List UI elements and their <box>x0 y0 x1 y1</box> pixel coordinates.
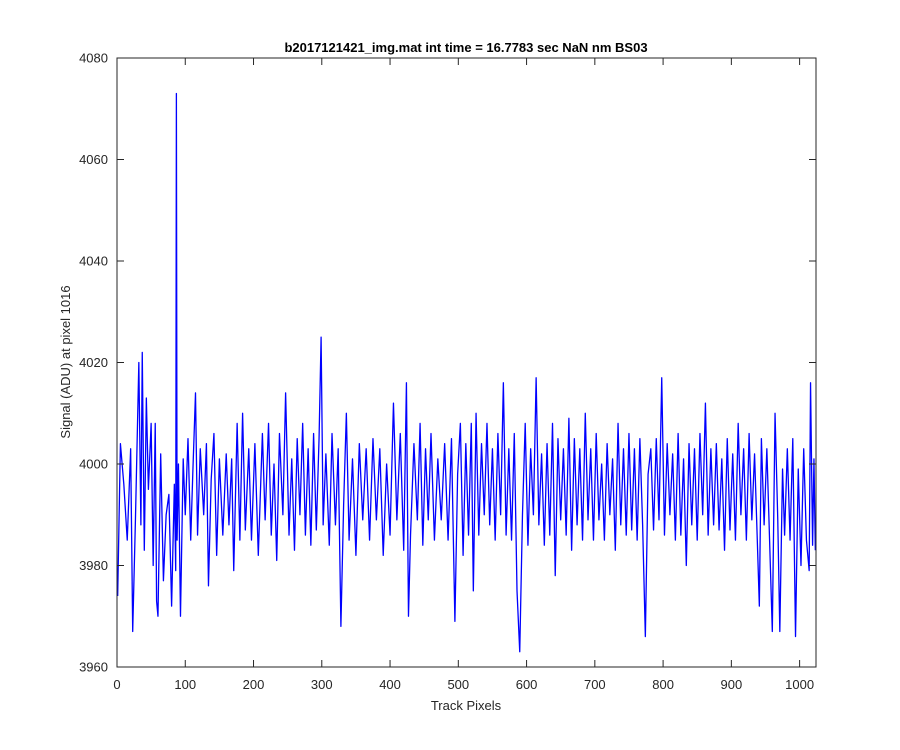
y-tick-label: 4020 <box>79 355 108 370</box>
x-tick-label: 500 <box>447 677 469 692</box>
x-tick-label: 300 <box>311 677 333 692</box>
y-tick-label: 4000 <box>79 457 108 472</box>
x-tick-label: 900 <box>721 677 743 692</box>
y-axis-label: Signal (ADU) at pixel 1016 <box>58 285 73 438</box>
x-tick-label: 1000 <box>785 677 814 692</box>
series-line-0 <box>117 92 816 653</box>
chart-title: b2017121421_img.mat int time = 16.7783 s… <box>284 40 647 55</box>
y-tick-label: 4060 <box>79 152 108 167</box>
x-tick-label: 100 <box>174 677 196 692</box>
x-tick-label: 400 <box>379 677 401 692</box>
x-axis-ticks: 0 100 200 300 400 500 600 700 800 900 1000 <box>113 58 814 692</box>
y-tick-label: 4080 <box>79 51 108 66</box>
plot-background <box>117 58 816 667</box>
series-layer <box>117 92 816 653</box>
y-tick-label: 3960 <box>79 660 108 675</box>
y-tick-label: 4040 <box>79 254 108 269</box>
x-tick-label: 600 <box>516 677 538 692</box>
x-tick-label: 200 <box>243 677 265 692</box>
x-tick-label: 0 <box>113 677 120 692</box>
x-tick-label: 700 <box>584 677 606 692</box>
y-tick-label: 3980 <box>79 558 108 573</box>
y-axis-ticks: 3960 3980 4000 4020 4040 4060 4080 <box>79 51 816 675</box>
x-axis-label: Track Pixels <box>431 698 502 713</box>
x-tick-label: 800 <box>652 677 674 692</box>
